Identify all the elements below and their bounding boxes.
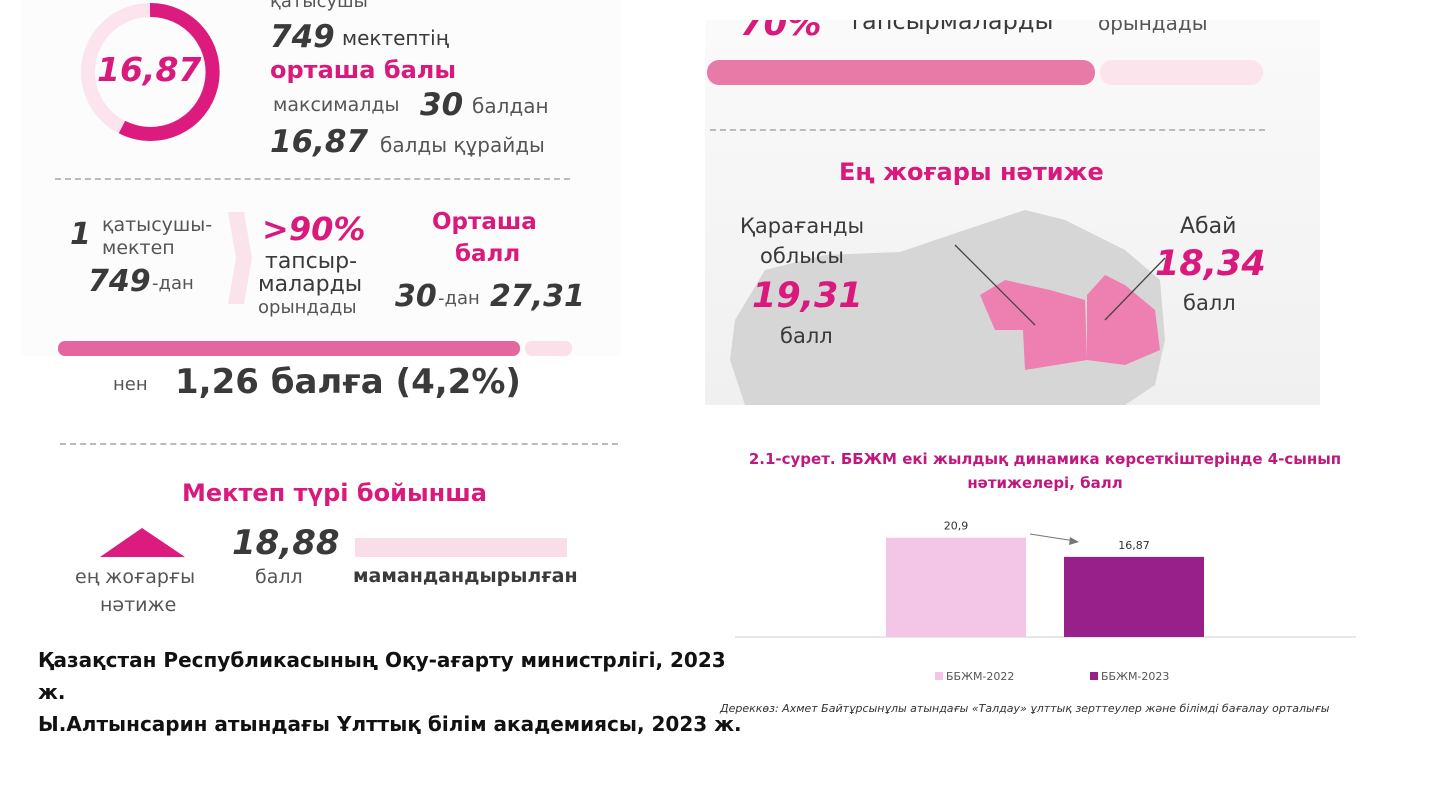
number: 30	[420, 87, 464, 123]
text: қатысушы	[270, 0, 368, 12]
number: 16,87	[270, 124, 369, 160]
leader-line	[954, 244, 1036, 326]
school-bar	[355, 538, 567, 557]
text: балл	[780, 324, 833, 348]
ring-arc	[118, 2, 220, 141]
text: орындады	[1098, 20, 1208, 35]
text: -дан	[438, 288, 480, 309]
text: мектептің	[342, 26, 449, 50]
number: 1	[70, 217, 91, 252]
progress-bar	[58, 341, 520, 356]
chart-title: 2.1-сурет. ББЖМ екі жылдық динамика көрс…	[748, 450, 1342, 492]
heading: Мектеп түрі бойынша	[182, 479, 487, 507]
text: маларды	[258, 272, 363, 297]
trend-arrow	[1029, 533, 1076, 542]
caption-line: Қазақстан Республикасының Оқу-ағарту мин…	[38, 648, 726, 704]
number: 18,88	[232, 523, 340, 563]
caption: Қазақстан Республикасының Оқу-ағарту мин…	[38, 644, 758, 740]
map-region	[1087, 275, 1160, 365]
right-graphics	[707, 60, 1263, 405]
heading: балл	[455, 241, 521, 267]
text: Қарағанды	[740, 214, 865, 238]
progress-rest	[1100, 60, 1263, 85]
progress-rest	[525, 341, 572, 356]
text: максималды	[273, 94, 400, 116]
divider	[710, 129, 1265, 131]
map-region	[980, 280, 1087, 370]
leader-line	[1104, 257, 1166, 321]
number: 27,31	[490, 279, 585, 314]
text: Абай	[1180, 214, 1237, 239]
legend-swatch	[935, 672, 943, 680]
text: балл	[255, 566, 303, 588]
text: ең жоғарғы	[75, 566, 196, 588]
number: 18,34	[1155, 244, 1266, 284]
chevron	[228, 212, 252, 304]
text: нен	[113, 374, 148, 395]
value-label: 16,87	[1118, 539, 1150, 552]
text: -дан	[152, 273, 194, 294]
source: Дереккөз: Ахмет Байтұрсынұлы атындағы «Т…	[719, 702, 1330, 715]
legend-label: ББЖМ-2023	[1101, 670, 1169, 683]
text: мамандандырылған	[353, 565, 578, 587]
legend-label: ББЖМ-2022	[946, 670, 1014, 683]
text: облысы	[760, 244, 844, 268]
ring-value: 16,87	[97, 50, 202, 89]
diff: 1,26 балға (4,2%)	[175, 362, 521, 402]
text: тапсыр-	[265, 249, 358, 274]
text: мектеп	[102, 237, 175, 259]
caption-line: Ы.Алтынсарин атындағы Ұлттық білім акаде…	[38, 712, 742, 736]
divider	[60, 443, 618, 445]
number: 749	[270, 19, 335, 55]
heading: орташа балы	[270, 56, 457, 84]
value-label: 20,9	[944, 520, 969, 533]
percent: 70%	[740, 20, 822, 44]
text: балл	[1183, 291, 1236, 315]
text: нәтиже	[100, 594, 177, 612]
legend-swatch	[1090, 672, 1098, 680]
number: 30	[395, 279, 437, 314]
progress-bar	[707, 60, 1095, 85]
heading: Орташа	[432, 209, 537, 235]
text: қатысушы-	[102, 214, 213, 236]
text: балдан	[472, 94, 549, 118]
triangle	[100, 528, 185, 557]
chart-title-box: 2.1-сурет. ББЖМ екі жылдық динамика көрс…	[748, 450, 1342, 492]
bar-chart: 2.1-сурет. ББЖМ екі жылдық динамика көрс…	[719, 450, 1356, 715]
bar	[886, 537, 1026, 637]
number: 749	[88, 264, 151, 299]
number: 19,31	[752, 276, 863, 316]
lower-band	[22, 356, 622, 612]
divider	[55, 178, 570, 180]
text: орындады	[258, 297, 357, 318]
bar	[1064, 556, 1204, 637]
text: балды құрайды	[380, 133, 545, 157]
left-infographic: 16,87 қатысушы 749 мектептің орташа балы…	[22, 0, 622, 612]
percent: >90%	[262, 210, 366, 248]
text: тапсырмаларды	[848, 20, 1054, 35]
left-graphics	[22, 2, 622, 612]
right-infographic: 70% тапсырмаларды орындады Ең жоғары нәт…	[705, 20, 1320, 405]
heading: Ең жоғары нәтиже	[839, 158, 1104, 186]
arrow-head	[1069, 537, 1079, 545]
